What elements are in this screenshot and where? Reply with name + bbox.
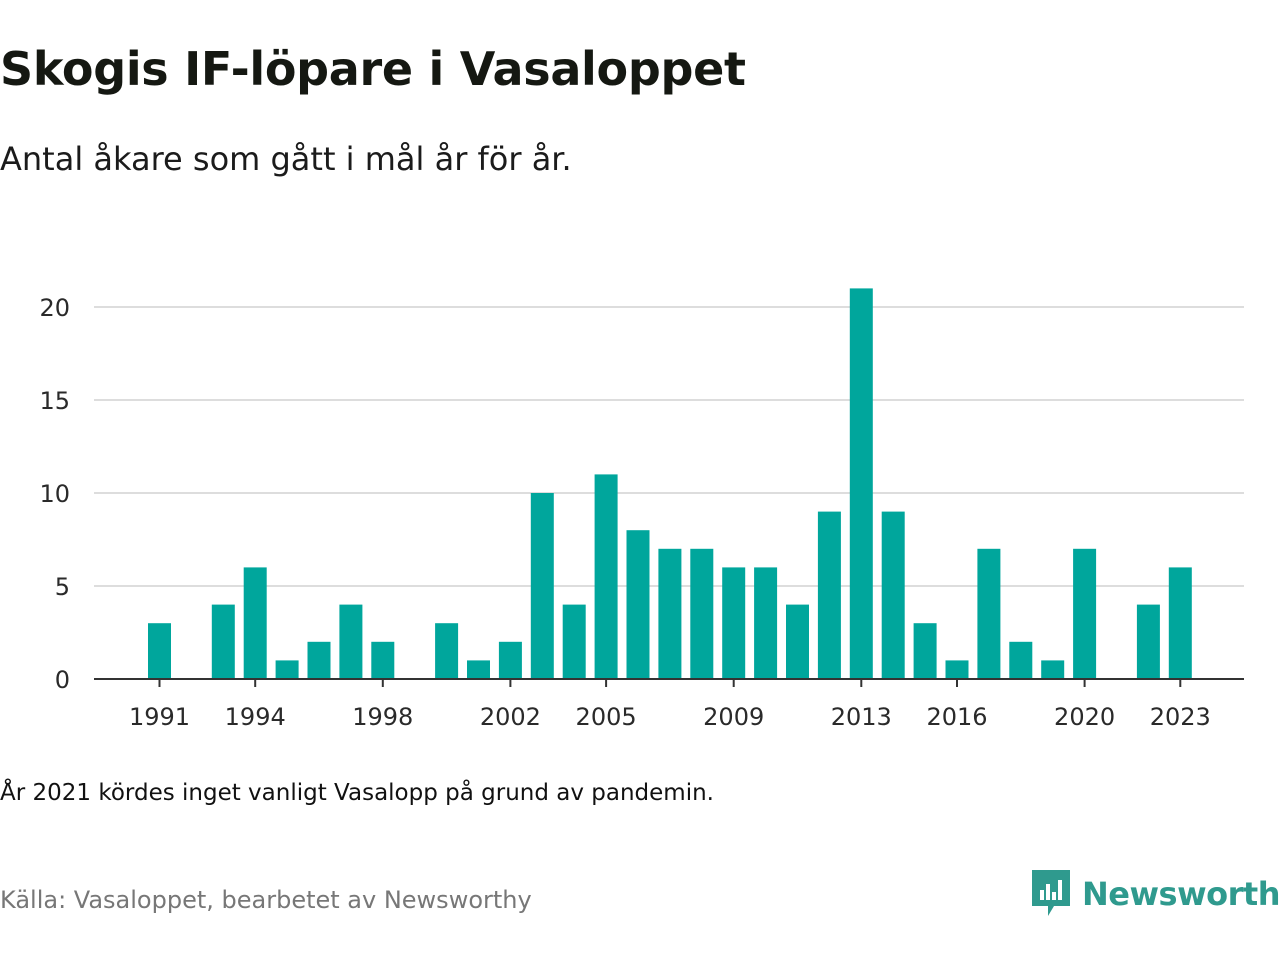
bar-1995 — [275, 660, 299, 679]
bar-chart: 0 5 10 15 20 1991 1994 1998 2002 2005 2009 2013 2016… — [39, 288, 1244, 731]
gridlines — [94, 306, 1244, 587]
bar-2018 — [1009, 641, 1033, 679]
bar-2010 — [754, 567, 778, 679]
x-tick-label: 1994 — [225, 703, 286, 731]
bar-2013 — [849, 288, 873, 679]
bar-2012 — [817, 511, 841, 679]
x-tick-label: 1991 — [129, 703, 190, 731]
x-tick-label: 2009 — [703, 703, 764, 731]
y-tick-label: 5 — [55, 573, 70, 601]
bar-1996 — [307, 641, 331, 679]
chart-subtitle: Antal åkare som gått i mål år för år. — [0, 140, 572, 178]
bar-2020 — [1073, 548, 1097, 679]
x-tick-label: 2013 — [831, 703, 892, 731]
bar-2019 — [1041, 660, 1065, 679]
y-tick-label: 0 — [55, 666, 70, 694]
chart-title: Skogis IF-löpare i Vasaloppet — [0, 42, 746, 96]
axes: 0 5 10 15 20 1991 1994 1998 2002 2005 2009 2013 2016… — [39, 294, 1244, 731]
bar-2005 — [594, 474, 618, 679]
x-tick-label: 1998 — [352, 703, 413, 731]
bar-2004 — [562, 604, 586, 679]
bar-2011 — [786, 604, 809, 679]
bar-1994 — [243, 567, 267, 679]
bar-2000 — [435, 623, 459, 679]
x-tick-label: 2002 — [480, 703, 541, 731]
y-tick-label: 20 — [39, 294, 70, 322]
bar-1993 — [211, 604, 235, 679]
y-tick-label: 15 — [39, 387, 70, 415]
bar-2016 — [945, 660, 969, 679]
brand-name: Newsworthy — [1082, 875, 1280, 913]
bar-2017 — [977, 548, 1001, 679]
bar-1997 — [339, 604, 363, 679]
brand-logo[interactable]: Newsworthy — [1032, 870, 1280, 918]
bars — [148, 288, 1192, 679]
bar-1991 — [148, 623, 171, 679]
x-tick-label: 2020 — [1054, 703, 1115, 731]
bar-2009 — [722, 567, 746, 679]
y-tick-label: 10 — [39, 480, 70, 508]
source-text: Källa: Vasaloppet, bearbetet av Newswort… — [0, 886, 532, 914]
bar-2003 — [530, 493, 554, 679]
bar-2006 — [626, 530, 650, 679]
bar-2001 — [467, 660, 490, 679]
bar-2023 — [1168, 567, 1192, 679]
bar-2022 — [1136, 604, 1160, 679]
bar-2008 — [690, 548, 714, 679]
bar-2002 — [498, 641, 522, 679]
chart-note: År 2021 kördes inget vanligt Vasalopp på… — [0, 780, 714, 806]
x-tick-label: 2005 — [576, 703, 637, 731]
bar-2015 — [913, 623, 937, 679]
newsworthy-logo-icon — [1032, 870, 1070, 916]
bar-2007 — [658, 548, 682, 679]
bar-1998 — [371, 641, 395, 679]
x-tick-label: 2023 — [1150, 703, 1211, 731]
bar-2014 — [881, 511, 905, 679]
x-tick-label: 2016 — [926, 703, 987, 731]
